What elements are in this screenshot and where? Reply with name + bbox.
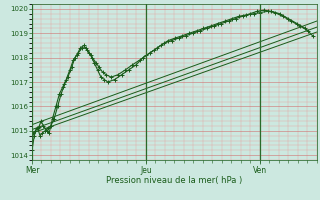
X-axis label: Pression niveau de la mer( hPa ): Pression niveau de la mer( hPa ) [106, 176, 243, 185]
